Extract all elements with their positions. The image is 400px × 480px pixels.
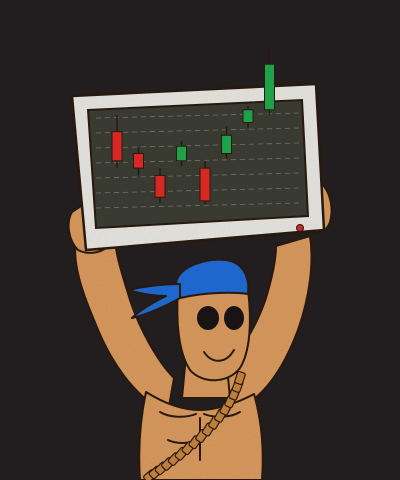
illustration: .bg{fill:#231f20;}.skin{fill:#d99a5e;str… (0, 0, 400, 480)
scene: .bg{fill:#231f20;}.skin{fill:#d99a5e;str… (0, 0, 400, 480)
grain-overlay (0, 0, 400, 480)
